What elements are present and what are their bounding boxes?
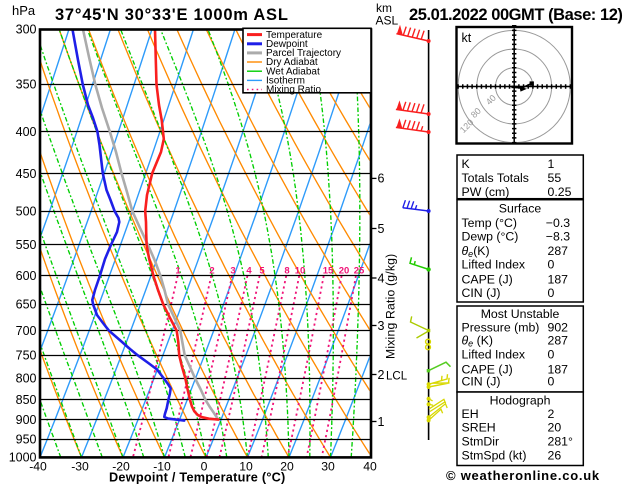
svg-text:3: 3 bbox=[230, 266, 235, 277]
svg-text:StmDir: StmDir bbox=[462, 435, 500, 449]
svg-text:ASL: ASL bbox=[376, 14, 399, 28]
svg-text:EH: EH bbox=[462, 407, 479, 421]
svg-text:Mixing Ratio (g/kg): Mixing Ratio (g/kg) bbox=[384, 254, 398, 359]
svg-text:Isotherm: Isotherm bbox=[266, 76, 305, 87]
svg-text:0.25: 0.25 bbox=[548, 185, 572, 199]
svg-text:4: 4 bbox=[246, 266, 252, 277]
svg-text:350: 350 bbox=[16, 78, 37, 92]
svg-text:0: 0 bbox=[548, 375, 555, 389]
svg-text:-20: -20 bbox=[112, 460, 130, 474]
svg-text:Parcel Trajectory: Parcel Trajectory bbox=[266, 48, 341, 59]
svg-text:20: 20 bbox=[548, 421, 562, 435]
svg-text:950: 950 bbox=[16, 432, 37, 446]
svg-text:Lifted Index: Lifted Index bbox=[462, 258, 526, 272]
svg-text:287: 287 bbox=[548, 334, 569, 348]
svg-text:LCL: LCL bbox=[386, 371, 408, 383]
svg-text:1: 1 bbox=[175, 266, 181, 277]
svg-text:Dewpoint / Temperature (°C): Dewpoint / Temperature (°C) bbox=[109, 471, 286, 485]
svg-text:900: 900 bbox=[16, 413, 37, 427]
svg-text:Pressure (mb): Pressure (mb) bbox=[462, 321, 540, 335]
svg-text:Dry Adiabat: Dry Adiabat bbox=[266, 57, 318, 68]
svg-text:km: km bbox=[376, 1, 392, 15]
svg-text:Dewp (°C): Dewp (°C) bbox=[462, 230, 519, 244]
svg-text:850: 850 bbox=[16, 393, 37, 407]
svg-text:8: 8 bbox=[284, 266, 289, 277]
svg-text:2: 2 bbox=[209, 266, 214, 277]
svg-text:30: 30 bbox=[321, 460, 335, 474]
svg-text:5: 5 bbox=[378, 222, 385, 236]
svg-text:25.01.2022 00GMT (Base: 12): 25.01.2022 00GMT (Base: 12) bbox=[409, 6, 622, 24]
svg-text:55: 55 bbox=[548, 171, 562, 185]
svg-text:187: 187 bbox=[548, 273, 569, 287]
svg-text:700: 700 bbox=[16, 324, 37, 338]
svg-text:4: 4 bbox=[378, 271, 385, 285]
svg-text:400: 400 bbox=[16, 125, 37, 139]
svg-text:Mixing Ratio: Mixing Ratio bbox=[266, 85, 321, 96]
svg-text:500: 500 bbox=[16, 204, 37, 218]
svg-text:287: 287 bbox=[548, 244, 569, 258]
svg-text:Temp (°C): Temp (°C) bbox=[462, 216, 517, 230]
svg-text:550: 550 bbox=[16, 238, 37, 252]
svg-text:450: 450 bbox=[16, 167, 37, 181]
svg-text:0: 0 bbox=[548, 286, 555, 300]
svg-text:kt: kt bbox=[462, 31, 472, 45]
svg-text:Lifted Index: Lifted Index bbox=[462, 348, 526, 362]
svg-text:−0.3: −0.3 bbox=[546, 216, 570, 230]
svg-text:CIN (J): CIN (J) bbox=[462, 375, 501, 389]
svg-text:K: K bbox=[462, 157, 471, 171]
svg-text:26: 26 bbox=[548, 449, 562, 463]
svg-text:600: 600 bbox=[16, 269, 37, 283]
svg-text:© weatheronline.co.uk: © weatheronline.co.uk bbox=[446, 468, 600, 483]
svg-text:10: 10 bbox=[295, 266, 306, 277]
svg-text:20: 20 bbox=[280, 460, 294, 474]
svg-text:CAPE (J): CAPE (J) bbox=[462, 363, 513, 377]
svg-text:15: 15 bbox=[323, 266, 334, 277]
svg-text:0: 0 bbox=[548, 348, 555, 362]
svg-text:750: 750 bbox=[16, 348, 37, 362]
svg-text:PW (cm): PW (cm) bbox=[462, 185, 510, 199]
svg-text:6: 6 bbox=[378, 172, 385, 186]
svg-text:800: 800 bbox=[16, 371, 37, 385]
svg-text:281°: 281° bbox=[548, 435, 574, 449]
svg-text:SREH: SREH bbox=[462, 421, 496, 435]
svg-text:Most Unstable: Most Unstable bbox=[481, 307, 560, 321]
svg-text:hPa: hPa bbox=[12, 3, 36, 18]
svg-text:Wet Adiabat: Wet Adiabat bbox=[266, 66, 320, 77]
svg-text:Hodograph: Hodograph bbox=[490, 394, 551, 408]
svg-text:Temperature: Temperature bbox=[266, 30, 323, 41]
svg-text:-10: -10 bbox=[153, 460, 171, 474]
svg-text:3: 3 bbox=[378, 319, 385, 333]
svg-text:187: 187 bbox=[548, 363, 569, 377]
svg-text:Surface: Surface bbox=[499, 202, 542, 216]
svg-text:25: 25 bbox=[354, 266, 365, 277]
svg-text:StmSpd (kt): StmSpd (kt) bbox=[462, 449, 527, 463]
svg-text:0: 0 bbox=[201, 460, 208, 474]
svg-text:40: 40 bbox=[363, 460, 377, 474]
svg-text:CIN (J): CIN (J) bbox=[462, 286, 501, 300]
svg-text:-40: -40 bbox=[29, 460, 47, 474]
svg-text:0: 0 bbox=[548, 258, 555, 272]
svg-text:2: 2 bbox=[378, 368, 385, 382]
svg-text:CAPE (J): CAPE (J) bbox=[462, 273, 513, 287]
svg-text:650: 650 bbox=[16, 298, 37, 312]
svg-text:1000: 1000 bbox=[9, 451, 37, 465]
svg-text:Dewpoint: Dewpoint bbox=[266, 39, 308, 50]
svg-text:-30: -30 bbox=[71, 460, 89, 474]
svg-text:θe (K): θe (K) bbox=[462, 334, 494, 349]
svg-text:300: 300 bbox=[16, 23, 37, 37]
svg-text:−8.3: −8.3 bbox=[546, 230, 570, 244]
svg-text:1: 1 bbox=[378, 415, 385, 429]
svg-text:Totals Totals: Totals Totals bbox=[462, 171, 529, 185]
svg-text:10: 10 bbox=[239, 460, 253, 474]
svg-text:37°45'N 30°33'E 1000m ASL: 37°45'N 30°33'E 1000m ASL bbox=[55, 6, 289, 24]
svg-text:1: 1 bbox=[548, 157, 555, 171]
svg-text:5: 5 bbox=[259, 266, 265, 277]
svg-text:902: 902 bbox=[548, 321, 569, 335]
svg-text:20: 20 bbox=[339, 266, 350, 277]
svg-text:2: 2 bbox=[548, 407, 555, 421]
